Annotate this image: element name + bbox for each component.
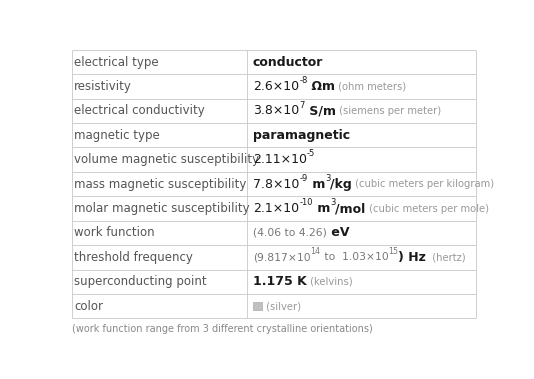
Text: superconducting point: superconducting point [74,275,207,288]
Text: 14: 14 [311,247,320,256]
Text: 7.8×10: 7.8×10 [253,178,300,191]
Text: 2.6×10: 2.6×10 [253,80,299,93]
Text: (ohm meters): (ohm meters) [335,81,406,91]
Text: 7: 7 [299,100,304,110]
Text: (4.06 to 4.26): (4.06 to 4.26) [253,228,327,238]
Text: /kg: /kg [331,178,352,191]
Text: 3: 3 [330,198,335,207]
Text: /mol: /mol [335,202,366,215]
Text: color: color [74,300,103,313]
Text: -8: -8 [299,76,308,85]
Text: volume magnetic susceptibility: volume magnetic susceptibility [74,153,260,166]
Text: 3: 3 [325,174,331,183]
Text: ) Hz: ) Hz [398,251,426,264]
Text: electrical conductivity: electrical conductivity [74,104,205,117]
Text: S/m: S/m [304,104,335,117]
Text: Ωm: Ωm [308,80,335,93]
Text: 2.1×10: 2.1×10 [253,202,299,215]
Text: 2.11×10: 2.11×10 [253,153,307,166]
Text: magnetic type: magnetic type [74,129,160,142]
Text: electrical type: electrical type [74,56,159,69]
Text: (silver): (silver) [263,301,301,311]
Text: -9: -9 [300,174,308,183]
Text: resistivity: resistivity [74,80,132,93]
Text: -10: -10 [299,198,312,207]
Text: threshold frequency: threshold frequency [74,251,193,264]
Text: 3.8×10: 3.8×10 [253,104,299,117]
Text: molar magnetic susceptibility: molar magnetic susceptibility [74,202,250,215]
Text: mass magnetic susceptibility: mass magnetic susceptibility [74,178,247,191]
Text: (cubic meters per mole): (cubic meters per mole) [366,204,489,213]
Text: paramagnetic: paramagnetic [253,129,350,142]
Text: eV: eV [327,226,349,240]
Text: (9.817×10: (9.817×10 [253,252,311,262]
Bar [253,302,262,310]
Text: 15: 15 [388,247,398,256]
Text: (kelvins): (kelvins) [307,277,352,287]
Text: (work function range from 3 different crystalline orientations): (work function range from 3 different cr… [72,324,373,334]
Text: (siemens per meter): (siemens per meter) [335,106,441,116]
Text: m: m [312,202,330,215]
Text: (hertz): (hertz) [426,252,466,262]
Text: m: m [308,178,325,191]
Text: conductor: conductor [253,56,324,69]
Text: -5: -5 [307,149,315,158]
Text: (cubic meters per kilogram): (cubic meters per kilogram) [352,179,494,189]
Text: to  1.03×10: to 1.03×10 [320,252,388,262]
Text: 1.175 K: 1.175 K [253,275,307,288]
Text: work function: work function [74,226,155,240]
